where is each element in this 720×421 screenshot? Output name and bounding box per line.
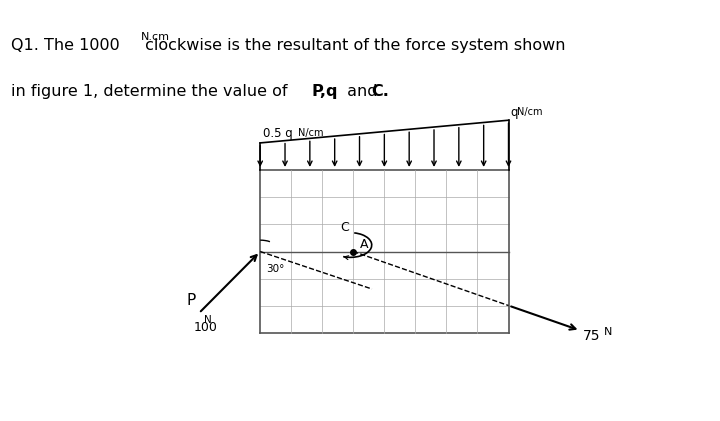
Text: and: and — [342, 84, 382, 99]
Text: Q1. The 1000: Q1. The 1000 — [11, 38, 120, 53]
Text: N.cm: N.cm — [140, 32, 169, 42]
Text: clockwise is the resultant of the force system shown: clockwise is the resultant of the force … — [140, 38, 566, 53]
Text: 0.5 q: 0.5 q — [263, 127, 293, 140]
Bar — [260, 171, 508, 333]
Text: A: A — [360, 237, 369, 250]
Text: C.: C. — [372, 84, 390, 99]
Text: 100: 100 — [193, 321, 217, 334]
Text: N: N — [204, 315, 212, 325]
Text: P: P — [186, 293, 196, 308]
Text: 75: 75 — [583, 329, 600, 343]
Text: N/cm: N/cm — [518, 107, 543, 117]
Text: 30°: 30° — [266, 264, 284, 274]
Text: N/cm: N/cm — [297, 128, 323, 138]
Text: P,q: P,q — [311, 84, 338, 99]
Text: in figure 1, determine the value of: in figure 1, determine the value of — [11, 84, 292, 99]
Text: C: C — [341, 221, 349, 234]
Text: N: N — [604, 327, 612, 337]
Text: q: q — [510, 106, 518, 119]
